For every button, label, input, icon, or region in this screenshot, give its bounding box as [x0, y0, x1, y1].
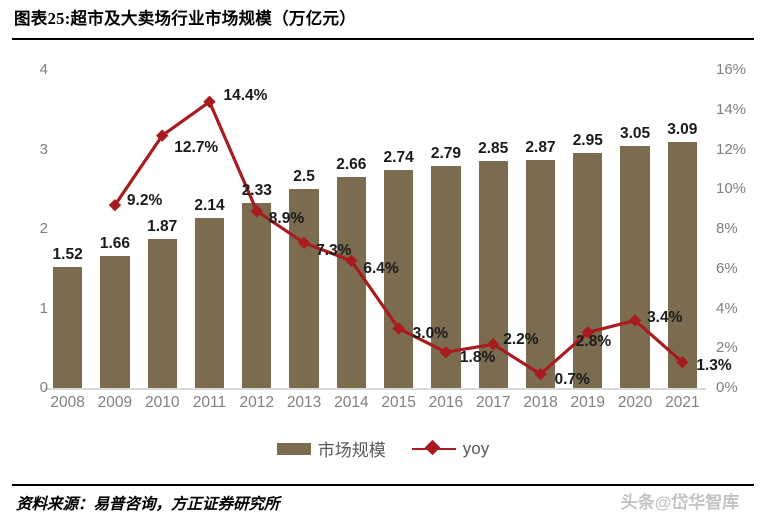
- y-axis-right-tick: 12%: [716, 140, 747, 158]
- legend-item-yoy[interactable]: yoy: [411, 438, 490, 459]
- bar-label-2021: 3.09: [667, 121, 698, 139]
- bar-label-2019: 2.95: [572, 132, 603, 150]
- legend-label-yoy: yoy: [462, 438, 490, 458]
- x-axis-tick-2020: 2020: [617, 394, 653, 411]
- footer-divider: [12, 484, 754, 486]
- y-axis-right-tick: 4%: [716, 299, 738, 317]
- bar-2014[interactable]: [336, 176, 366, 388]
- x-axis-tick-2009: 2009: [97, 394, 133, 411]
- bar-label-2013: 2.5: [293, 168, 315, 186]
- x-axis-tick-2018: 2018: [523, 394, 558, 411]
- x-axis-tick-2012: 2012: [239, 394, 275, 411]
- yoy-label-2010: 12.7%: [174, 138, 219, 156]
- chart-figure: 0 1 2 3 4 0% 2% 4% 6% 8% 10% 12% 14% 16% 9.2% 12.7% 14…: [0, 44, 766, 474]
- yoy-label-2015: 3.0%: [412, 325, 448, 343]
- page-title: 图表25:超市及大卖场行业市场规模（万亿元）: [14, 9, 357, 28]
- x-axis-tick-2011: 2011: [192, 394, 227, 411]
- bar-label-2017: 2.85: [478, 140, 509, 158]
- yoy-marker[interactable]: [156, 129, 169, 142]
- y-axis-left-tick: 4: [39, 61, 48, 78]
- yoy-marker[interactable]: [108, 198, 122, 212]
- bar-2015[interactable]: [383, 170, 414, 388]
- bar-label-2016: 2.79: [430, 145, 461, 163]
- bar-2008[interactable]: [52, 267, 83, 388]
- bar-2016[interactable]: [431, 166, 461, 388]
- y-axis-right-tick: 14%: [716, 100, 747, 118]
- bar-label-2010: 1.87: [147, 218, 178, 236]
- x-axis-tick-2021: 2021: [665, 394, 700, 411]
- bar-label-2009: 1.66: [99, 235, 130, 253]
- yoy-label-2009: 9.2%: [126, 192, 163, 210]
- chart-title-bar: 图表25:超市及大卖场行业市场规模（万亿元）: [14, 6, 752, 38]
- watermark: 头条@岱华智库: [620, 492, 740, 512]
- x-axis-tick-2008: 2008: [50, 394, 85, 411]
- bar-2020[interactable]: [620, 145, 650, 388]
- yoy-label-2020: 3.4%: [647, 309, 683, 327]
- plot-area: 9.2% 12.7% 14.4% 8.9% 7.3% 6.4% 3.0% 1.8% 2.2% 0.…: [44, 70, 732, 389]
- yoy-label-2013: 7.3%: [316, 241, 352, 259]
- yoy-label-2016: 1.8%: [459, 349, 496, 367]
- y-axis-left-tick: 0: [39, 379, 48, 396]
- y-axis-right-tick: 16%: [716, 61, 747, 78]
- bar-label-2011: 2.14: [194, 196, 225, 214]
- yoy-label-2014: 6.4%: [363, 259, 399, 277]
- bar-2010[interactable]: [147, 239, 177, 388]
- source-note: 资料来源：易普咨询，方正证券研究所: [16, 496, 280, 513]
- yoy-label-2021: 1.3%: [696, 357, 732, 375]
- title-divider: [12, 38, 754, 40]
- x-axis-line: [44, 388, 706, 390]
- y-axis-left-tick: 2: [39, 220, 48, 237]
- bar-label-2008: 1.52: [52, 246, 83, 264]
- legend-item-market-size[interactable]: 市场规模: [276, 436, 386, 461]
- y-axis-right-tick: 0%: [716, 379, 738, 396]
- line-swatch-icon: [411, 439, 456, 456]
- bar-2012[interactable]: [242, 202, 272, 388]
- bar-label-2018: 2.87: [525, 138, 556, 156]
- bar-2018[interactable]: [525, 159, 556, 388]
- y-axis-right-tick: 10%: [716, 180, 747, 198]
- x-axis-tick-2017: 2017: [475, 394, 511, 411]
- x-axis-tick-2013: 2013: [286, 394, 322, 411]
- x-axis-tick-2016: 2016: [428, 394, 464, 411]
- bar-label-2014: 2.66: [336, 155, 367, 173]
- bar-2021[interactable]: [667, 142, 697, 388]
- bar-label-2012: 2.33: [241, 181, 272, 199]
- yoy-label-2018: 0.7%: [554, 371, 590, 389]
- bar-2009[interactable]: [100, 256, 130, 388]
- y-axis-right-tick: 8%: [716, 220, 738, 237]
- legend-label-market-size: 市场规模: [317, 441, 386, 460]
- bar-2011[interactable]: [194, 217, 225, 388]
- yoy-marker[interactable]: [203, 95, 216, 108]
- yoy-label-2012: 8.9%: [268, 210, 305, 228]
- chart-legend: 市场规模 yoy: [0, 436, 766, 461]
- yoy-label-2019: 2.8%: [575, 333, 612, 351]
- x-axis-tick-2014: 2014: [334, 394, 369, 411]
- y-axis-left-tick: 3: [39, 140, 48, 158]
- y-axis-right-tick: 2%: [716, 339, 738, 357]
- bar-swatch-icon: [276, 442, 311, 455]
- bar-2019[interactable]: [573, 153, 603, 388]
- x-axis-tick-2019: 2019: [570, 394, 606, 411]
- bar-label-2015: 2.74: [383, 149, 414, 167]
- y-axis-right-tick: 6%: [716, 259, 738, 277]
- x-axis-tick-2015: 2015: [381, 394, 416, 411]
- bar-label-2020: 3.05: [619, 124, 651, 142]
- x-axis-tick-2010: 2010: [144, 394, 180, 411]
- yoy-label-2011: 14.4%: [223, 86, 268, 104]
- yoy-label-2017: 2.2%: [503, 331, 539, 349]
- y-axis-left-tick: 1: [39, 299, 48, 317]
